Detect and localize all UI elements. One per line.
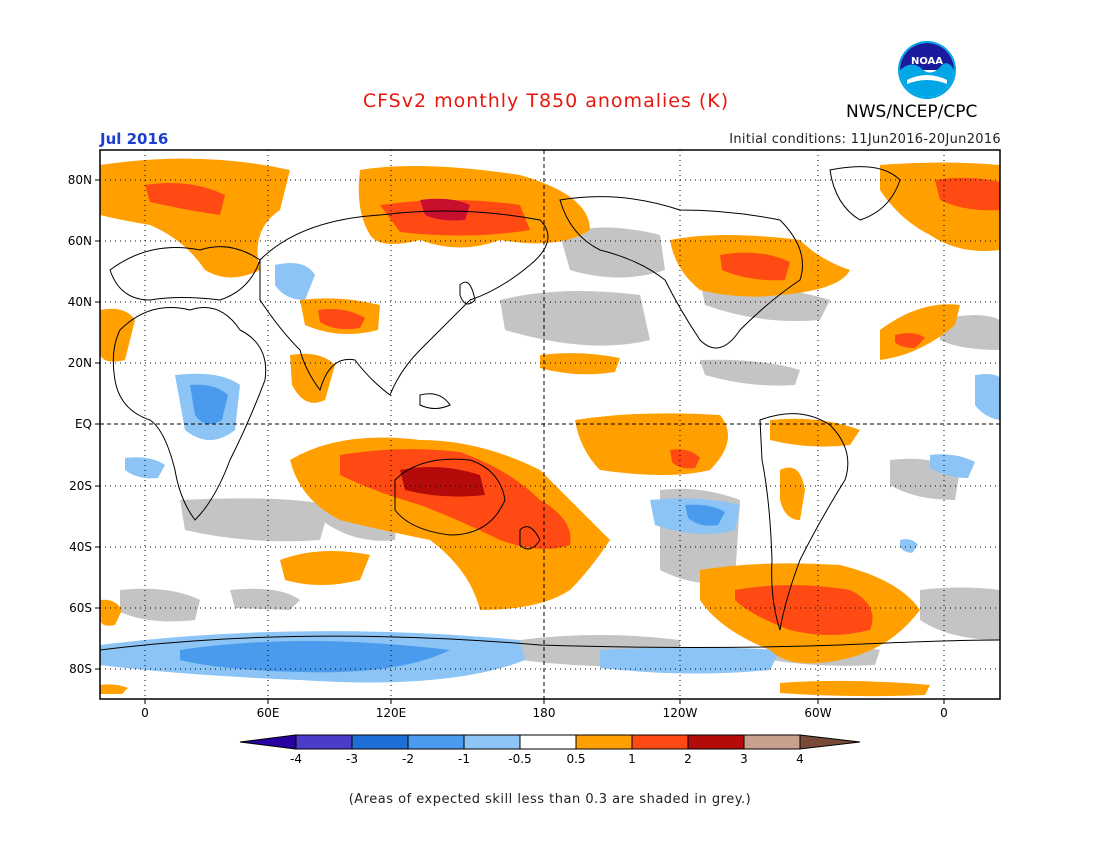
colorbar-label: -0.5 [508, 752, 532, 766]
lon-label: 0 [940, 706, 948, 720]
lat-label: 80S [69, 662, 92, 676]
lat-label: 60N [67, 234, 92, 248]
colorbar-label: -4 [290, 752, 302, 766]
lat-label: 40S [69, 540, 92, 554]
colorbar-bin [351, 734, 409, 750]
lat-label: 20S [69, 479, 92, 493]
colorbar-bin [631, 734, 689, 750]
colorbar [239, 734, 861, 750]
colorbar-bin [687, 734, 745, 750]
lat-label: 20N [67, 356, 92, 370]
lat-label: 40N [67, 295, 92, 309]
colorbar-label: -3 [346, 752, 358, 766]
reference-lines [100, 150, 1000, 699]
map-fields [100, 158, 1000, 697]
colorbar-bin [239, 734, 297, 750]
positive-anomalies [100, 158, 1000, 697]
axis-ticks [95, 179, 945, 704]
lon-label: 120W [662, 706, 698, 720]
agency-label: NWS/NCEP/CPC [846, 102, 978, 122]
colorbar-bin [575, 734, 633, 750]
colorbar-bin [463, 734, 521, 750]
colorbar-label: 4 [796, 752, 804, 766]
lat-label: 80N [67, 173, 92, 187]
skill-note: (Areas of expected skill less than 0.3 a… [348, 792, 752, 807]
noaa-logo: NOAA [898, 41, 956, 99]
colorbar-bin [295, 734, 353, 750]
colorbar-bin [799, 734, 861, 750]
lat-label: 60S [69, 601, 92, 615]
lon-label: 60W [804, 706, 832, 720]
graticule [100, 150, 1000, 699]
forecast-period: Jul 2016 [100, 130, 169, 148]
noaa-logo-text: NOAA [911, 56, 943, 67]
lon-label: 180 [532, 706, 556, 720]
colorbar-bin [743, 734, 801, 750]
colorbar-bin [519, 734, 577, 750]
initial-conditions: Initial conditions: 11Jun2016-20Jun2016 [729, 132, 1001, 147]
coastlines [100, 166, 1000, 651]
lon-label: 120E [375, 706, 407, 720]
colorbar-label: 1 [628, 752, 636, 766]
negative-anomalies [100, 262, 1000, 683]
chart-title: CFSv2 monthly T850 anomalies (K) [362, 90, 730, 112]
colorbar-label: -2 [402, 752, 414, 766]
lon-label: 60E [256, 706, 280, 720]
lon-label: 0 [141, 706, 149, 720]
colorbar-label: 2 [684, 752, 692, 766]
colorbar-label: 3 [740, 752, 748, 766]
colorbar-bin [407, 734, 465, 750]
lat-label: EQ [74, 417, 92, 431]
colorbar-label: 0.5 [566, 752, 586, 766]
colorbar-label: -1 [458, 752, 470, 766]
